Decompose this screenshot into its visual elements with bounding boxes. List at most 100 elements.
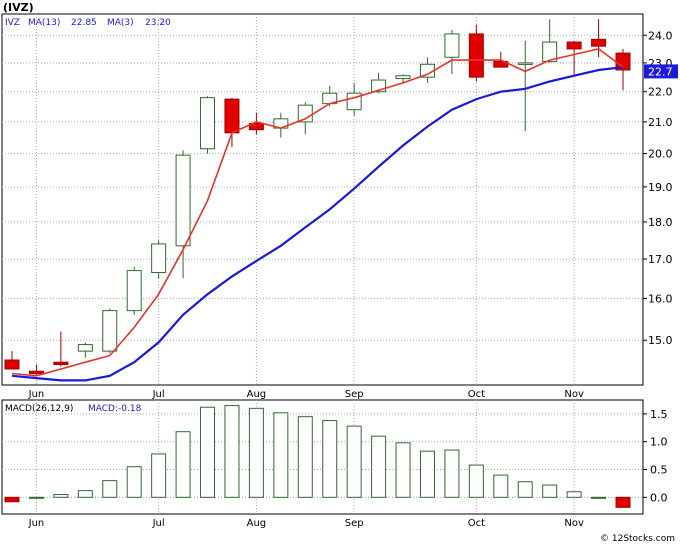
ma13-line bbox=[11, 66, 624, 382]
macd-bar bbox=[224, 405, 240, 498]
candle-body bbox=[126, 270, 142, 312]
candlestick-series bbox=[4, 19, 631, 376]
macd-bar bbox=[322, 420, 338, 498]
price-y-tick-label: 24.0 bbox=[648, 29, 673, 42]
macd-legend: MACD(26,12,9) MACD:-0.18 bbox=[5, 404, 142, 414]
macd-bar bbox=[28, 496, 44, 499]
legend-ma13-label: MA(13) bbox=[28, 18, 60, 28]
macd-legend-value: MACD:-0.18 bbox=[88, 404, 142, 414]
macd-bar bbox=[248, 407, 264, 498]
candle-body bbox=[542, 41, 558, 62]
candle-body bbox=[395, 75, 411, 80]
price-y-tick-label: 15.0 bbox=[648, 334, 673, 347]
chart-title: (IVZ) bbox=[3, 1, 34, 14]
macd-x-tick-label: Jun bbox=[28, 518, 45, 529]
candle bbox=[151, 240, 167, 279]
price-y-tick-label: 21.0 bbox=[648, 116, 673, 129]
macd-x-ticks: Jun Jul Aug Sep Oct Nov bbox=[28, 518, 584, 529]
legend-ticker: IVZ bbox=[5, 18, 20, 28]
last-price-label: 22.7 bbox=[648, 65, 673, 78]
candle bbox=[53, 331, 69, 367]
macd-bar bbox=[102, 480, 118, 498]
macd-y-tick-label: 1.5 bbox=[650, 408, 668, 421]
candle-body bbox=[444, 33, 460, 58]
macd-bar bbox=[273, 412, 289, 498]
macd-bar bbox=[591, 496, 607, 499]
macd-y-tick-label: 0.5 bbox=[650, 464, 668, 477]
macd-bar bbox=[517, 481, 533, 498]
macd-bar bbox=[468, 464, 484, 498]
candle-body bbox=[224, 98, 240, 134]
price-y-tick-label: 16.0 bbox=[648, 292, 673, 305]
macd-y-axis: 0.0 0.5 1.0 1.5 bbox=[643, 408, 668, 504]
candle-body bbox=[248, 122, 264, 131]
legend-ma3-label: MA(3) bbox=[107, 18, 134, 28]
macd-bar bbox=[53, 494, 69, 498]
macd-x-tick-label: Sep bbox=[345, 518, 364, 529]
price-y-tick-label: 18.0 bbox=[648, 216, 673, 229]
macd-bar bbox=[493, 474, 509, 498]
price-y-axis: 15.016.017.018.019.020.021.022.023.024.0 bbox=[643, 29, 673, 347]
candle bbox=[28, 364, 44, 376]
candle-body bbox=[371, 79, 387, 93]
copyright-label: © 12Stocks.com bbox=[600, 534, 675, 544]
candle bbox=[200, 96, 216, 154]
legend-ma3-value: 23.20 bbox=[145, 18, 171, 28]
macd-bar bbox=[371, 435, 387, 498]
macd-bar bbox=[151, 453, 167, 498]
macd-bar bbox=[444, 449, 460, 498]
macd-bar bbox=[566, 491, 582, 498]
macd-bar bbox=[615, 496, 631, 508]
macd-y-tick-label: 0.0 bbox=[650, 491, 668, 504]
candle-body bbox=[28, 370, 44, 375]
candle bbox=[542, 19, 558, 63]
price-x-tick-label: Oct bbox=[468, 389, 485, 400]
macd-bar bbox=[175, 431, 191, 498]
macd-bar bbox=[200, 406, 216, 498]
macd-x-tick-label: Jul bbox=[152, 518, 165, 529]
macd-bar bbox=[297, 416, 313, 498]
candle bbox=[517, 40, 533, 132]
candle bbox=[175, 150, 191, 279]
candle-body bbox=[591, 38, 607, 47]
price-legend: IVZ MA(13) 22.85 MA(3) 23.20 bbox=[5, 18, 171, 28]
price-y-tick-label: 17.0 bbox=[648, 253, 673, 266]
price-y-tick-label: 20.0 bbox=[648, 148, 673, 161]
candle bbox=[566, 40, 582, 75]
price-panel bbox=[1, 13, 644, 386]
macd-bar bbox=[126, 466, 142, 498]
macd-y-tick-label: 1.0 bbox=[650, 436, 668, 449]
candle-body bbox=[102, 310, 118, 352]
candle bbox=[444, 29, 460, 75]
candle bbox=[248, 112, 264, 135]
macd-bar-series bbox=[4, 405, 631, 508]
macd-bar bbox=[542, 484, 558, 498]
candle-body bbox=[77, 344, 93, 352]
price-x-ticks: Jun Jul Aug Sep Oct Nov bbox=[28, 389, 584, 400]
candle-body bbox=[53, 361, 69, 365]
candle bbox=[297, 102, 313, 135]
candle-body bbox=[175, 154, 191, 247]
candle bbox=[4, 351, 20, 370]
candle-body bbox=[468, 33, 484, 78]
macd-bar bbox=[4, 496, 20, 503]
price-x-tick-label: Jun bbox=[28, 389, 45, 400]
price-gridlines bbox=[2, 14, 643, 385]
candle bbox=[468, 24, 484, 82]
macd-bar bbox=[419, 450, 435, 498]
macd-bar bbox=[77, 490, 93, 498]
macd-bar bbox=[395, 442, 411, 498]
candle-body bbox=[493, 60, 509, 68]
candle bbox=[77, 342, 93, 358]
macd-legend-label: MACD(26,12,9) bbox=[5, 404, 73, 414]
candle-body bbox=[200, 97, 216, 150]
candle-body bbox=[517, 62, 533, 65]
price-x-tick-label: Aug bbox=[247, 389, 267, 400]
ma3-line bbox=[11, 48, 624, 377]
candle bbox=[102, 308, 118, 354]
price-x-tick-label: Nov bbox=[564, 389, 584, 400]
price-x-tick-label: Jul bbox=[152, 389, 165, 400]
candle-body bbox=[4, 359, 20, 370]
candle bbox=[591, 19, 607, 58]
macd-bar bbox=[346, 425, 362, 498]
